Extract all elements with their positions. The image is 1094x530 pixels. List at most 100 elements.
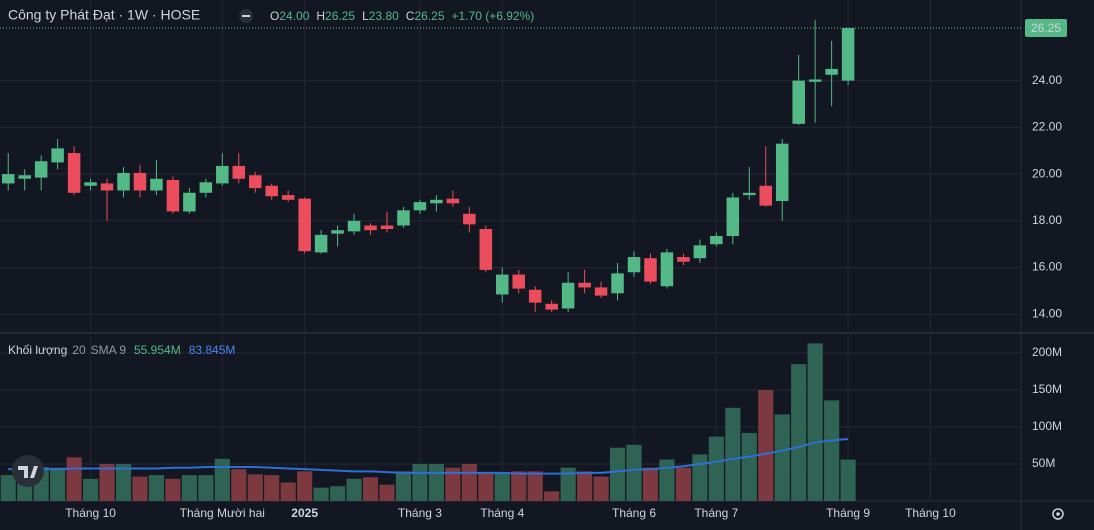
volume-bar bbox=[280, 482, 296, 501]
volume-bar bbox=[527, 471, 543, 501]
candle-body bbox=[248, 175, 262, 189]
candle-body bbox=[644, 258, 657, 282]
candle-body bbox=[743, 192, 756, 196]
candle-body bbox=[512, 274, 525, 289]
volume-bar bbox=[725, 407, 741, 501]
x-tick-label: Tháng 6 bbox=[612, 506, 656, 520]
hide-icon bbox=[242, 15, 250, 17]
volume-bar bbox=[412, 464, 428, 501]
volume-bar bbox=[675, 467, 691, 501]
volume-bar bbox=[0, 475, 16, 501]
candle-body bbox=[331, 230, 344, 234]
y-tick-label: 14.00 bbox=[1032, 306, 1062, 320]
candle-body bbox=[34, 161, 48, 178]
candle-body bbox=[314, 234, 328, 253]
volume-bar bbox=[428, 464, 444, 501]
candle-body bbox=[397, 210, 410, 226]
x-tick-label: Tháng 7 bbox=[694, 506, 738, 520]
volume-bar bbox=[692, 454, 708, 501]
volume-bar bbox=[609, 447, 626, 501]
volume-bar bbox=[774, 414, 790, 501]
candle-body bbox=[528, 289, 542, 303]
marks bbox=[0, 19, 1021, 501]
volume-bar bbox=[198, 475, 214, 501]
l-label: L bbox=[362, 9, 369, 23]
candle-body bbox=[611, 273, 624, 294]
y-tick-label: 20.00 bbox=[1032, 166, 1062, 180]
volume-bar bbox=[791, 364, 807, 501]
low-value: 23.80 bbox=[369, 9, 399, 23]
candle-body bbox=[232, 165, 246, 179]
change-value: +1.70 (+6.92%) bbox=[452, 9, 535, 23]
candle-body bbox=[792, 80, 805, 124]
y-tick-label: 18.00 bbox=[1032, 213, 1062, 227]
volume-bar bbox=[659, 459, 675, 501]
candle-body bbox=[545, 303, 558, 310]
candle-body bbox=[710, 236, 723, 245]
volume-bar bbox=[297, 471, 313, 501]
candle-body bbox=[775, 143, 789, 201]
volume-name: Khối lượng bbox=[8, 343, 67, 357]
settings-icon[interactable] bbox=[1052, 508, 1064, 520]
volume-bar bbox=[741, 432, 757, 501]
y-tick-label: 100M bbox=[1032, 419, 1062, 433]
open-value: 24.00 bbox=[279, 9, 309, 23]
candle-body bbox=[627, 257, 641, 273]
x-tick-label: 2025 bbox=[291, 506, 318, 520]
sma-line bbox=[8, 437, 849, 475]
volume-bar bbox=[807, 343, 823, 501]
last-price-box bbox=[1025, 19, 1067, 38]
volume-bar bbox=[313, 487, 329, 501]
volume-bar bbox=[346, 478, 362, 501]
volume-bar bbox=[66, 457, 82, 501]
volume-bar bbox=[544, 491, 560, 501]
volume-bar bbox=[560, 467, 576, 501]
volume-bar bbox=[82, 478, 99, 501]
candle-body bbox=[166, 179, 180, 212]
candle-body bbox=[726, 197, 740, 237]
volume-bar bbox=[247, 474, 263, 501]
volume-bar bbox=[214, 458, 230, 501]
tv-logo bbox=[12, 455, 44, 487]
candle-body bbox=[265, 185, 278, 197]
x-tick-label: Tháng Mười hai bbox=[180, 506, 265, 520]
candle-body bbox=[496, 274, 509, 295]
volume-bar bbox=[445, 467, 461, 501]
y-tick-label: 22.00 bbox=[1032, 120, 1062, 134]
volume-bar bbox=[824, 400, 840, 501]
candle-body bbox=[413, 202, 427, 211]
volume-bar bbox=[330, 486, 346, 501]
y-tick-label: 16.00 bbox=[1032, 260, 1062, 274]
volume-bar bbox=[181, 475, 197, 501]
candle-body bbox=[430, 199, 443, 204]
x-tick-label: Tháng 9 bbox=[826, 506, 870, 520]
ohlc-legend: O24.00 H26.25 L23.80 C26.25 +1.70 (+6.92%) bbox=[270, 9, 534, 23]
candle-body bbox=[594, 287, 608, 296]
x-tick-label: Tháng 4 bbox=[480, 506, 524, 520]
candle-body bbox=[1, 174, 15, 184]
volume-bar bbox=[758, 390, 774, 501]
volume-bar bbox=[99, 464, 115, 501]
candle-body bbox=[660, 252, 674, 287]
x-tick-label: Tháng 10 bbox=[65, 506, 116, 520]
candle-body bbox=[100, 183, 114, 191]
candle-body bbox=[808, 79, 822, 82]
volume-bar bbox=[642, 467, 659, 501]
volume-bar bbox=[165, 478, 181, 501]
candle-body bbox=[84, 182, 97, 186]
candle-body bbox=[150, 178, 163, 191]
y-tick-label: 200M bbox=[1032, 345, 1062, 359]
chart-title: Công ty Phát Đạt · 1W · HOSE bbox=[8, 7, 200, 23]
volume-legend: Khối lượng 20 SMA 9 55.954M 83.845M bbox=[8, 343, 235, 357]
candle-body bbox=[298, 198, 311, 252]
candle-body bbox=[759, 185, 773, 206]
candle-body bbox=[825, 68, 838, 75]
volume-bar bbox=[593, 476, 609, 501]
volume-bar bbox=[148, 475, 165, 501]
candle-body bbox=[199, 182, 213, 193]
h-label: H bbox=[316, 9, 325, 23]
candle-body bbox=[347, 220, 361, 232]
x-tick-label: Tháng 3 bbox=[398, 506, 442, 520]
y-tick-label: 150M bbox=[1032, 382, 1062, 396]
